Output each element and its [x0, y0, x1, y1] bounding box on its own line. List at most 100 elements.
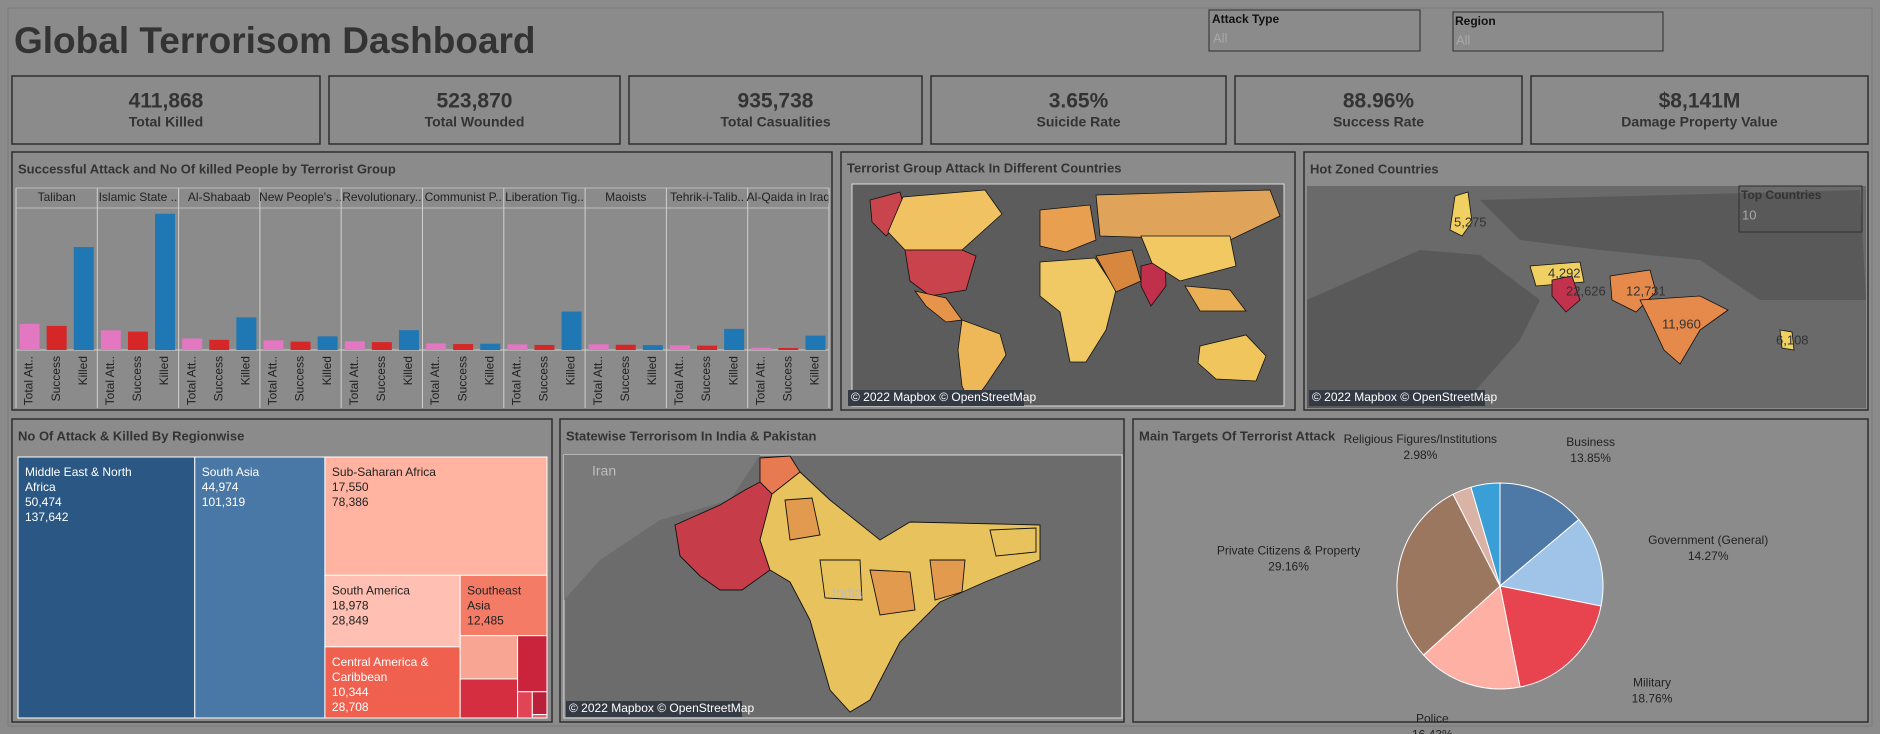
- country: [1639, 295, 1729, 365]
- x-tick-label: Killed: [239, 356, 253, 385]
- kpi-value: 3.65%: [1049, 90, 1109, 113]
- x-tick-label: Success: [618, 356, 632, 401]
- map-value-label: 12,731: [1626, 283, 1666, 298]
- world-map: © 2022 Mapbox © OpenStreetMap: [848, 183, 1285, 407]
- treemap-label: South America: [332, 583, 410, 597]
- country: [1039, 204, 1097, 253]
- treemap-cell: [459, 635, 519, 680]
- facet-label: Islamic State ..: [99, 190, 178, 204]
- bar: [778, 347, 799, 350]
- filter-attack-type[interactable]: Attack Type All: [1208, 9, 1421, 52]
- filter-value[interactable]: All: [1213, 30, 1228, 45]
- filter-box[interactable]: [1738, 185, 1863, 233]
- treemap-value: 10,344: [332, 685, 369, 699]
- region: [929, 559, 966, 601]
- kpi-value: 523,870: [437, 90, 513, 113]
- bar: [236, 317, 257, 350]
- bar: [73, 247, 94, 350]
- bar: [371, 342, 392, 350]
- pie-label: Military: [1633, 676, 1671, 690]
- bar: [398, 330, 419, 350]
- filter-value[interactable]: All: [1456, 32, 1471, 47]
- treemap-value: 78,386: [332, 495, 369, 509]
- treemap-value: 18,978: [332, 598, 369, 612]
- pie-label: Private Citizens & Property: [1217, 543, 1360, 557]
- x-tick-label: Success: [293, 356, 307, 401]
- treemap-cell: [324, 456, 548, 576]
- filter-box[interactable]: [1452, 11, 1664, 52]
- pie-value: 29.16%: [1268, 559, 1309, 573]
- region: [819, 559, 863, 601]
- filter-value[interactable]: 10: [1742, 207, 1756, 222]
- treemap-value: 17,550: [332, 480, 369, 494]
- pie-label: Religious Figures/Institutions: [1344, 432, 1497, 446]
- pie-value: 2.98%: [1403, 448, 1437, 462]
- treemap-value: 101,319: [202, 495, 246, 509]
- country: [904, 249, 977, 297]
- map-attribution: © 2022 Mapbox © OpenStreetMap: [1312, 390, 1497, 404]
- x-tick-label: Success: [130, 356, 144, 401]
- x-tick-label: Killed: [564, 356, 578, 385]
- land: [564, 455, 760, 600]
- filter-box[interactable]: [1208, 9, 1421, 52]
- x-tick-label: Success: [781, 356, 795, 401]
- treemap-cell: [531, 691, 548, 716]
- bar: [100, 330, 121, 350]
- pie-slice: [1470, 482, 1501, 587]
- treemap-cell: [517, 635, 548, 693]
- x-tick-label: Killed: [76, 356, 90, 385]
- dashboard-title: Global Terrorisom Dashboard: [14, 20, 536, 61]
- treemap-value: 50,474: [25, 495, 62, 509]
- map-value-label: 6,108: [1776, 332, 1809, 347]
- treemap-value: 28,708: [332, 700, 369, 714]
- country: [1779, 329, 1795, 351]
- pie-label: Government (General): [1648, 533, 1768, 547]
- map-value-label: 4,292: [1548, 265, 1581, 280]
- panel-title: Terrorist Group Attack In Different Coun…: [847, 160, 1121, 175]
- x-tick-label: Killed: [726, 356, 740, 385]
- bar: [317, 336, 338, 350]
- pie-label: Police: [1416, 712, 1449, 726]
- region: [784, 497, 821, 541]
- x-tick-label: Success: [699, 356, 713, 401]
- facet-label: Revolutionary..: [342, 190, 421, 204]
- treemap-cell: [531, 714, 548, 719]
- kpi-value: 411,868: [129, 90, 204, 113]
- bar: [46, 325, 67, 350]
- pie-value: 13.85%: [1570, 451, 1611, 465]
- bar: [642, 345, 663, 350]
- kpi-label: Suicide Rate: [1036, 114, 1120, 130]
- facet-label: Tehrik-i-Talib..: [670, 190, 744, 204]
- map-value-label: 11,960: [1662, 316, 1701, 331]
- country: [1140, 235, 1237, 282]
- map-value-label: 22,626: [1566, 283, 1606, 298]
- kpi-label: Total Wounded: [425, 114, 525, 130]
- country: [914, 290, 963, 323]
- bar: [344, 341, 365, 350]
- pie-slice: [1422, 585, 1521, 690]
- country: [1095, 189, 1281, 241]
- filter-label: Top Countries: [1741, 188, 1822, 202]
- x-tick-label: Success: [374, 356, 388, 401]
- bar-chart: Taliban Total Att.. Success Killed Islamic S…: [15, 187, 830, 408]
- bar: [127, 331, 148, 350]
- pie-value: 16.43%: [1412, 728, 1453, 734]
- x-tick-label: Total Att..: [22, 356, 36, 405]
- bar: [615, 344, 636, 350]
- panel-title: Hot Zoned Countries: [1310, 161, 1439, 176]
- bar: [697, 345, 718, 350]
- place-label: Iran: [592, 463, 616, 479]
- india-pakistan-map: Iran India © 2022 Mapbox © OpenStreetMap: [563, 454, 1123, 719]
- frame: [7, 7, 1873, 727]
- x-tick-label: Total Att..: [103, 356, 117, 405]
- facet-label: Communist P..: [425, 190, 502, 204]
- land: [1307, 250, 1540, 408]
- x-tick-label: Total Att..: [184, 356, 198, 405]
- bar: [263, 340, 284, 350]
- kpi-label: Total Killed: [129, 114, 203, 130]
- bar: [805, 335, 826, 350]
- panel-title: Successful Attack and No Of killed Peopl…: [18, 161, 396, 176]
- bar: [751, 347, 772, 350]
- filter-region[interactable]: Region All: [1452, 11, 1664, 52]
